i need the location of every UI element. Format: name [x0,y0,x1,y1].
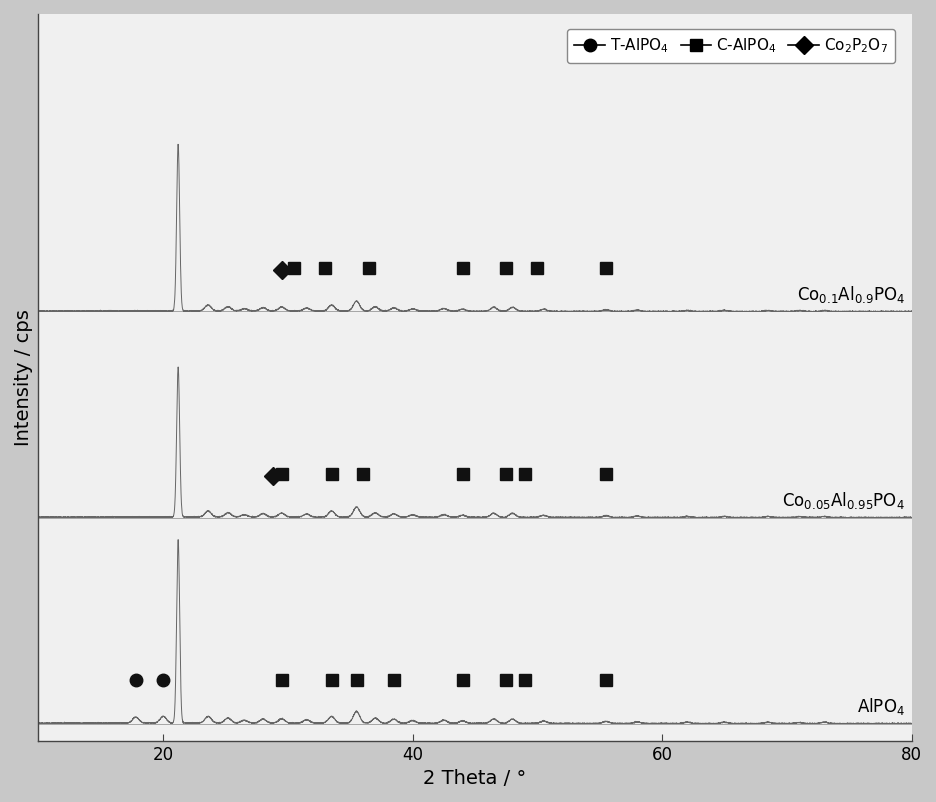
Text: Co$_{0.1}$Al$_{0.9}$PO$_4$: Co$_{0.1}$Al$_{0.9}$PO$_4$ [797,284,905,305]
X-axis label: 2 Theta / °: 2 Theta / ° [423,769,527,788]
Legend: T-AlPO$_4$, C-AlPO$_4$, Co$_2$P$_2$O$_7$: T-AlPO$_4$, C-AlPO$_4$, Co$_2$P$_2$O$_7$ [567,29,895,63]
Text: Co$_{0.05}$Al$_{0.95}$PO$_4$: Co$_{0.05}$Al$_{0.95}$PO$_4$ [782,490,905,511]
Text: AlPO$_4$: AlPO$_4$ [857,695,905,717]
Y-axis label: Intensity / cps: Intensity / cps [14,309,33,446]
